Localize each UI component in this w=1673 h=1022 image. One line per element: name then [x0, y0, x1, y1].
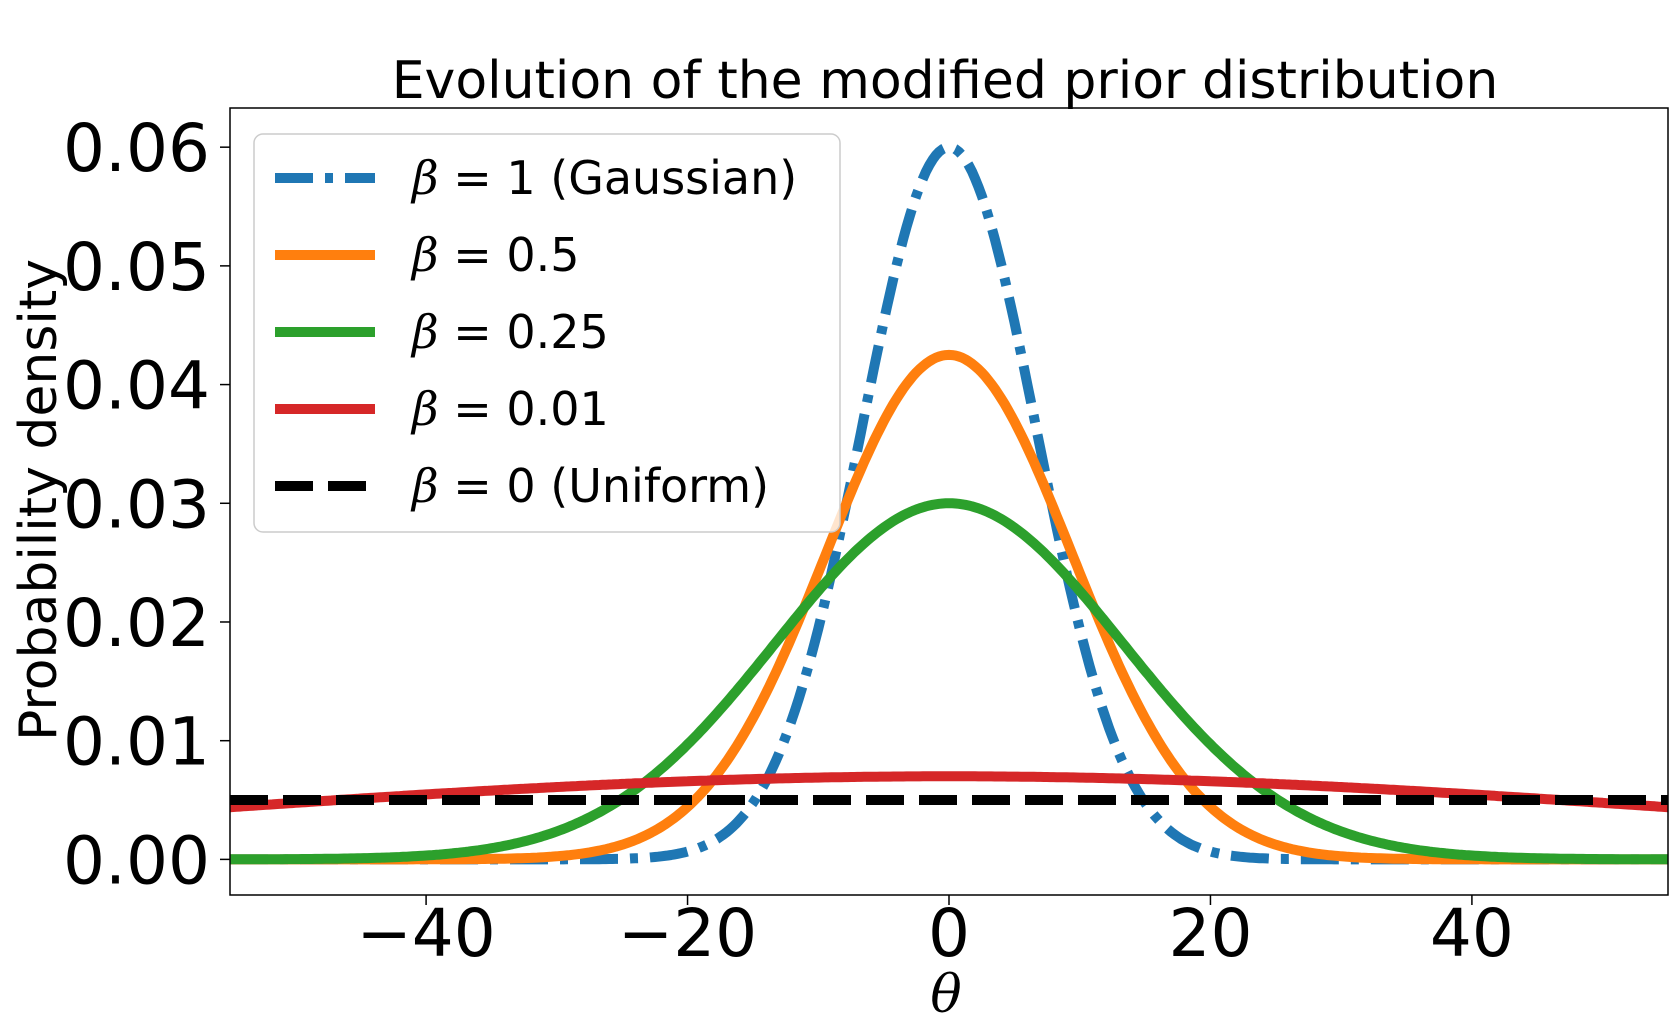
y-tick-label: 0.05 — [63, 229, 210, 306]
y-tick-label: 0.02 — [63, 585, 210, 662]
legend-label: β = 0.25 — [410, 305, 609, 359]
legend-label: β = 1 (Gaussian) — [410, 151, 797, 205]
x-tick-label: 40 — [1430, 895, 1514, 972]
y-tick-label: 0.00 — [63, 822, 210, 899]
legend-frame — [253, 133, 841, 533]
series-line-1 — [230, 349, 1668, 865]
legend: β = 1 (Gaussian) β = 0.5 β = 0.25 β = 0.01 β… — [253, 133, 841, 533]
x-tick-label: 20 — [1168, 895, 1252, 972]
legend-label: β = 0.01 — [410, 382, 609, 436]
x-tick-label: −20 — [618, 895, 757, 972]
x-axis-label: θ — [930, 965, 961, 1022]
x-tick-label: −40 — [356, 895, 495, 972]
series-line-3 — [230, 771, 1668, 813]
legend-label: β = 0.5 — [410, 228, 580, 282]
x-tick-label: 0 — [928, 895, 970, 972]
chart-title: Evolution of the modified prior distribu… — [392, 51, 1499, 111]
y-tick-label: 0.06 — [63, 110, 210, 187]
y-axis: 0.00 0.01 0.02 0.03 0.04 0.05 0.06 — [63, 110, 230, 899]
y-tick-label: 0.03 — [63, 466, 210, 543]
y-tick-label: 0.01 — [63, 704, 210, 781]
series-line-2 — [230, 498, 1668, 865]
y-axis-label: Probability density — [9, 259, 69, 741]
series-layer — [230, 142, 1668, 865]
x-axis: −40 −20 0 20 40 — [356, 895, 1514, 972]
legend-label: β = 0 (Uniform) — [410, 459, 769, 513]
y-tick-label: 0.04 — [63, 348, 210, 425]
